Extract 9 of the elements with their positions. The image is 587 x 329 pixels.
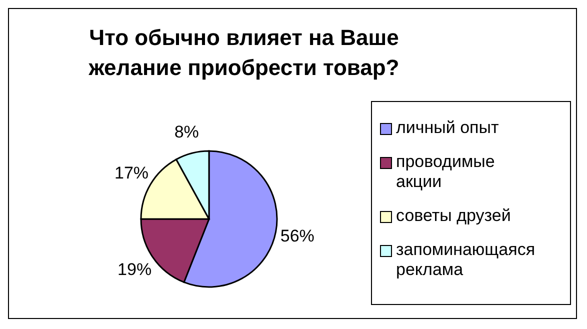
legend-label: проводимые акции [396, 152, 496, 192]
legend-label: запоминающаяся реклама [396, 240, 536, 280]
data-label: 56% [280, 226, 314, 246]
chart-title: Что обычно влияет на Ваше желание приобрести товар? [88, 24, 400, 82]
data-label: 19% [118, 260, 152, 280]
legend-label: личный опыт [396, 118, 499, 138]
data-label: 17% [114, 164, 149, 183]
data-label: 8% [174, 122, 199, 142]
legend-label: советы друзей [396, 206, 511, 226]
